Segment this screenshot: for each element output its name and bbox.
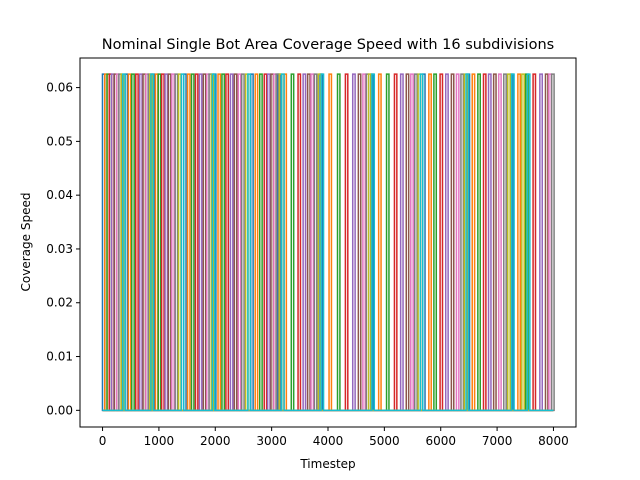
x-axis-label: Timestep bbox=[299, 457, 355, 471]
x-tick-label: 5000 bbox=[369, 434, 400, 448]
series-layer bbox=[101, 73, 555, 412]
y-tick-label: 0.00 bbox=[46, 403, 73, 417]
y-tick-label: 0.02 bbox=[46, 296, 73, 310]
y-tick-label: 0.01 bbox=[46, 350, 73, 364]
series-line bbox=[102, 73, 554, 412]
plot-frame bbox=[79, 57, 577, 428]
x-tick-label: 7000 bbox=[482, 434, 513, 448]
x-tick-label: 8000 bbox=[538, 434, 569, 448]
x-tick-label: 0 bbox=[99, 434, 107, 448]
x-tick-label: 4000 bbox=[313, 434, 344, 448]
x-tick-label: 2000 bbox=[200, 434, 231, 448]
y-tick-label: 0.04 bbox=[46, 188, 73, 202]
y-axis-label: Coverage Speed bbox=[19, 193, 33, 292]
x-tick-label: 1000 bbox=[144, 434, 175, 448]
y-tick-label: 0.03 bbox=[46, 242, 73, 256]
y-tick-label: 0.06 bbox=[46, 81, 73, 95]
y-tick-label: 0.05 bbox=[46, 134, 73, 148]
chart-title: Nominal Single Bot Area Coverage Speed w… bbox=[102, 37, 554, 53]
x-tick-label: 3000 bbox=[256, 434, 287, 448]
x-tick-label: 6000 bbox=[425, 434, 456, 448]
x-axis: 0 1000 2000 3000 4000 5000 6000 7000 8000 bbox=[99, 427, 569, 448]
y-axis: 0.00 0.01 0.02 0.03 0.04 0.05 0.06 bbox=[46, 81, 80, 417]
